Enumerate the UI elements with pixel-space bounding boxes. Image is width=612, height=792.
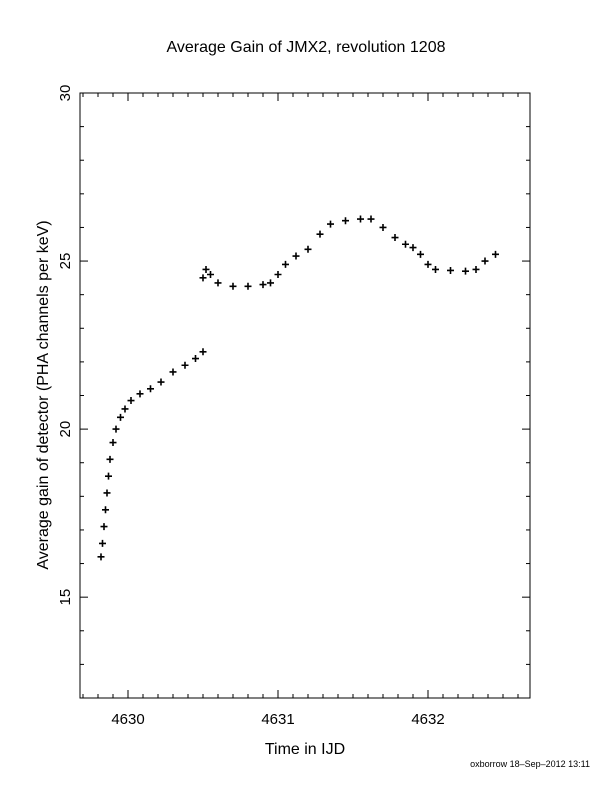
data-point <box>199 274 207 282</box>
data-point <box>391 234 399 242</box>
data-point <box>292 252 300 260</box>
data-point <box>357 215 364 223</box>
axis-tick-labels: 4630 4631 4632 15 20 25 30 <box>57 85 445 728</box>
data-point <box>229 282 237 290</box>
data-point <box>342 217 349 225</box>
data-point <box>402 240 409 248</box>
data-points <box>97 215 499 561</box>
data-point <box>462 267 469 275</box>
data-point <box>207 271 214 278</box>
data-point <box>157 378 165 386</box>
data-point <box>199 348 207 356</box>
data-point <box>424 260 432 268</box>
data-point <box>106 455 114 463</box>
data-point <box>417 250 424 258</box>
data-point <box>97 553 105 561</box>
data-point <box>127 397 135 405</box>
data-point <box>447 266 454 274</box>
data-point <box>102 506 109 514</box>
data-point <box>103 489 111 497</box>
y-tick-label: 30 <box>57 85 74 102</box>
data-point <box>105 472 112 480</box>
data-point <box>492 250 499 258</box>
x-tick-label: 4631 <box>261 711 294 728</box>
data-point <box>327 220 334 228</box>
data-point <box>367 215 375 223</box>
data-point <box>117 413 124 421</box>
data-point <box>136 390 144 398</box>
y-axis-label: Average gain of detector (PHA channels p… <box>35 220 52 569</box>
data-point <box>432 265 439 273</box>
footer-credit: oxborrow 18–Sep–2012 13:11 <box>470 759 590 769</box>
data-point <box>409 244 417 252</box>
data-point <box>112 425 120 433</box>
data-point <box>100 523 108 531</box>
data-point <box>472 265 480 273</box>
x-tick-label: 4632 <box>411 711 444 728</box>
data-point <box>202 265 210 273</box>
data-point <box>274 271 282 278</box>
data-point <box>109 439 117 447</box>
data-point <box>121 405 129 413</box>
data-point <box>169 368 177 376</box>
plot-frame <box>79 92 531 699</box>
data-point <box>304 245 312 253</box>
x-axis-label: Time in IJD <box>265 741 345 758</box>
y-tick-label: 20 <box>57 421 74 438</box>
data-point <box>282 260 289 268</box>
y-tick-label: 15 <box>57 589 74 606</box>
data-point <box>259 281 267 289</box>
data-point <box>181 361 189 369</box>
data-point <box>192 355 199 363</box>
data-point <box>267 279 274 287</box>
x-tick-label: 4630 <box>111 711 144 728</box>
y-tick-label: 25 <box>57 253 74 270</box>
axis-ticks <box>80 92 530 699</box>
data-point <box>316 230 324 238</box>
data-point <box>214 279 222 287</box>
chart-title: Average Gain of JMX2, revolution 1208 <box>167 39 446 56</box>
data-point <box>99 539 106 547</box>
data-point <box>379 223 387 231</box>
data-point <box>244 282 252 290</box>
data-point <box>147 385 154 393</box>
data-point <box>481 257 489 265</box>
